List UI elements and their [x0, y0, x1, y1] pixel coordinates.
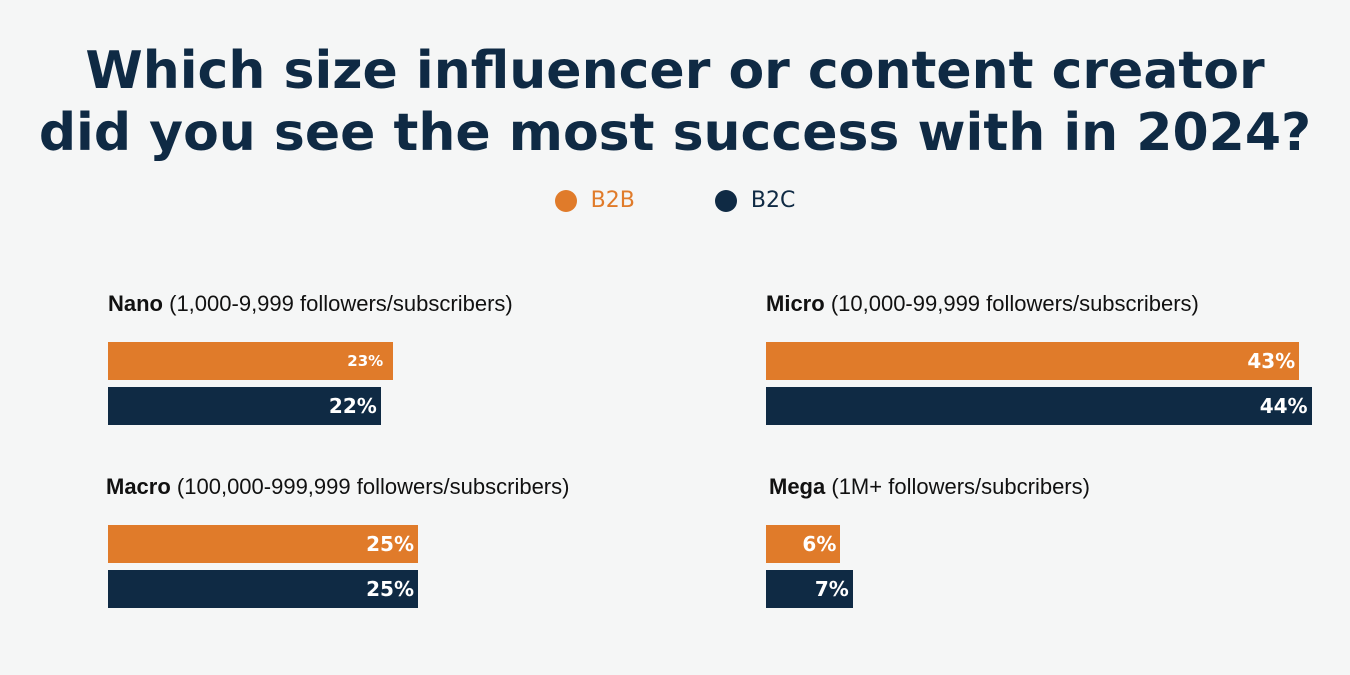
bar-macro-b2b: 25% — [108, 525, 418, 563]
group-micro: Micro (10,000-99,999 followers/subscribe… — [766, 290, 1312, 425]
bar-nano-b2c: 22% — [108, 387, 381, 425]
group-nano: Nano (1,000-9,999 followers/subscribers)… — [108, 290, 513, 425]
bar-label-mega-b2c: 7% — [814, 577, 849, 601]
group-name-nano: Nano — [108, 291, 163, 316]
bar-track-micro-b2b: 43% — [766, 342, 1300, 380]
bar-track-mega-b2c: 7% — [766, 570, 1090, 608]
legend-dot-b2c — [714, 189, 737, 212]
bar-macro-b2c: 25% — [108, 570, 418, 608]
group-label-mega: Mega (1M+ followers/subcribers) — [769, 473, 1090, 501]
chart-title-line-1: Which size influencer or content creator — [85, 41, 1265, 101]
group-macro: Macro (100,000-999,999 followers/subscri… — [106, 473, 569, 608]
group-desc-mega: (1M+ followers/subcribers) — [831, 474, 1090, 499]
chart-title: Which size influencer or content creator… — [0, 40, 1350, 164]
bar-track-macro-b2c: 25% — [108, 570, 569, 608]
group-desc-nano: (1,000-9,999 followers/subscribers) — [169, 291, 513, 316]
bar-track-mega-b2b: 6% — [766, 525, 1090, 563]
bar-track-macro-b2b: 25% — [108, 525, 569, 563]
group-name-mega: Mega — [769, 474, 826, 499]
group-label-macro: Macro (100,000-999,999 followers/subscri… — [106, 473, 569, 501]
bar-label-nano-b2c: 22% — [328, 394, 377, 418]
bar-track-nano-b2b: 23% — [108, 342, 513, 380]
bar-label-macro-b2c: 25% — [366, 577, 414, 601]
bar-label-macro-b2b: 25% — [366, 532, 414, 556]
bar-track-nano-b2c: 22% — [108, 387, 513, 425]
legend-item-b2b: B2B — [554, 188, 635, 213]
group-mega: Mega (1M+ followers/subcribers) 6% 7% — [766, 473, 1090, 608]
group-desc-macro: (100,000-999,999 followers/subscribers) — [176, 474, 570, 499]
bar-label-micro-b2c: 44% — [1259, 394, 1308, 418]
bar-nano-b2b: 23% — [108, 342, 394, 380]
bar-label-micro-b2b: 43% — [1247, 349, 1296, 373]
group-desc-micro: (10,000-99,999 followers/subscribers) — [830, 291, 1199, 316]
bar-micro-b2b: 43% — [766, 342, 1300, 380]
bar-mega-b2c: 7% — [766, 570, 853, 608]
legend-label-b2b: B2B — [590, 188, 635, 213]
group-label-micro: Micro (10,000-99,999 followers/subscribe… — [766, 290, 1199, 318]
legend-item-b2c: B2C — [714, 188, 796, 213]
legend-dot-b2b — [554, 189, 577, 212]
legend: B2B B2C — [0, 188, 1350, 213]
chart-title-line-2: did you see the most success with in 202… — [38, 103, 1312, 163]
legend-label-b2c: B2C — [750, 188, 796, 213]
bar-label-mega-b2b: 6% — [802, 532, 837, 556]
group-name-macro: Macro — [106, 474, 171, 499]
bar-micro-b2c: 44% — [766, 387, 1312, 425]
bar-mega-b2b: 6% — [766, 525, 841, 563]
bar-track-micro-b2c: 44% — [766, 387, 1312, 425]
bar-label-nano-b2b: 23% — [347, 352, 384, 370]
group-label-nano: Nano (1,000-9,999 followers/subscribers) — [108, 290, 513, 318]
group-name-micro: Micro — [766, 291, 825, 316]
